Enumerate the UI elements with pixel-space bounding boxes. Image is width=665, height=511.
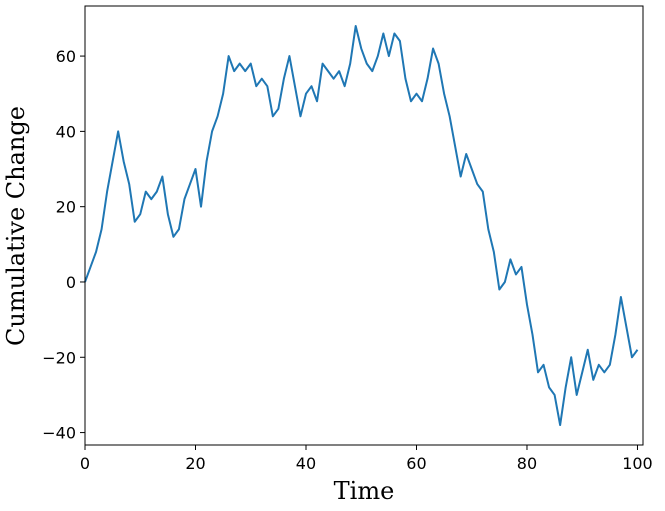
y-axis-label: Cumulative Change	[2, 106, 30, 346]
x-tick-label: 80	[517, 454, 537, 473]
y-tick-label: 60	[56, 47, 76, 66]
y-tick-label: −40	[42, 424, 76, 443]
plot-frame	[84, 5, 644, 446]
y-tick-label: 0	[66, 273, 76, 292]
x-axis-label: Time	[334, 477, 395, 505]
x-tick-label: 20	[185, 454, 205, 473]
x-tick-label: 100	[622, 454, 653, 473]
x-tick-label: 60	[406, 454, 426, 473]
data-line	[84, 24, 639, 427]
y-tick-label: 20	[56, 198, 76, 217]
x-tick-label: 0	[80, 454, 90, 473]
y-tick-label: 40	[56, 122, 76, 141]
x-tick-label: 40	[296, 454, 316, 473]
y-tick-label: −20	[42, 348, 76, 367]
